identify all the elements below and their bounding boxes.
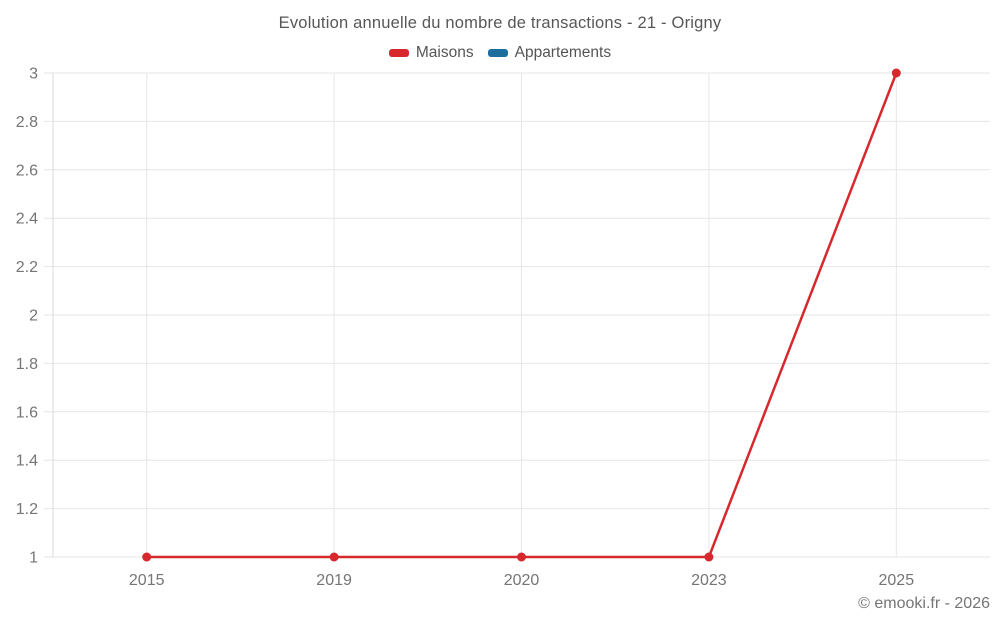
legend-swatch-appartements-icon (487, 49, 508, 57)
legend-label-appartements: Appartements (514, 44, 612, 61)
y-tick-label: 2.8 (16, 114, 38, 131)
data-point-maisons[interactable] (329, 552, 339, 562)
y-tick-label: 2.4 (16, 211, 38, 228)
chart-title: Evolution annuelle du nombre de transact… (278, 14, 722, 32)
y-tick-label: 1.6 (16, 404, 38, 421)
footer-credit: © emooki.fr - 2026 (858, 595, 990, 612)
y-tick-label: 2.2 (16, 259, 38, 276)
y-tick-label: 2 (29, 308, 38, 325)
data-point-maisons[interactable] (142, 552, 152, 562)
data-point-maisons[interactable] (891, 68, 901, 78)
x-tick-label: 2019 (316, 572, 352, 589)
y-tick-label: 1.2 (16, 501, 38, 518)
data-point-maisons[interactable] (704, 552, 714, 562)
legend-label-maisons: Maisons (415, 44, 474, 61)
x-tick-label: 2020 (504, 572, 540, 589)
y-tick-label: 1.4 (16, 453, 38, 470)
chart-legend: Maisons Appartements (0, 44, 1000, 62)
legend-item-maisons[interactable]: Maisons (388, 44, 474, 62)
x-tick-label: 2023 (691, 572, 727, 589)
legend-item-appartements[interactable]: Appartements (487, 44, 612, 62)
data-point-maisons[interactable] (517, 552, 526, 562)
legend-swatch-maisons-icon (388, 49, 409, 57)
x-tick-label: 2025 (879, 572, 915, 589)
x-tick-label: 2015 (129, 572, 165, 589)
y-tick-label: 1.8 (16, 356, 38, 373)
y-tick-label: 3 (29, 66, 38, 83)
y-tick-label: 1 (29, 550, 38, 567)
y-tick-label: 2.6 (16, 162, 38, 179)
